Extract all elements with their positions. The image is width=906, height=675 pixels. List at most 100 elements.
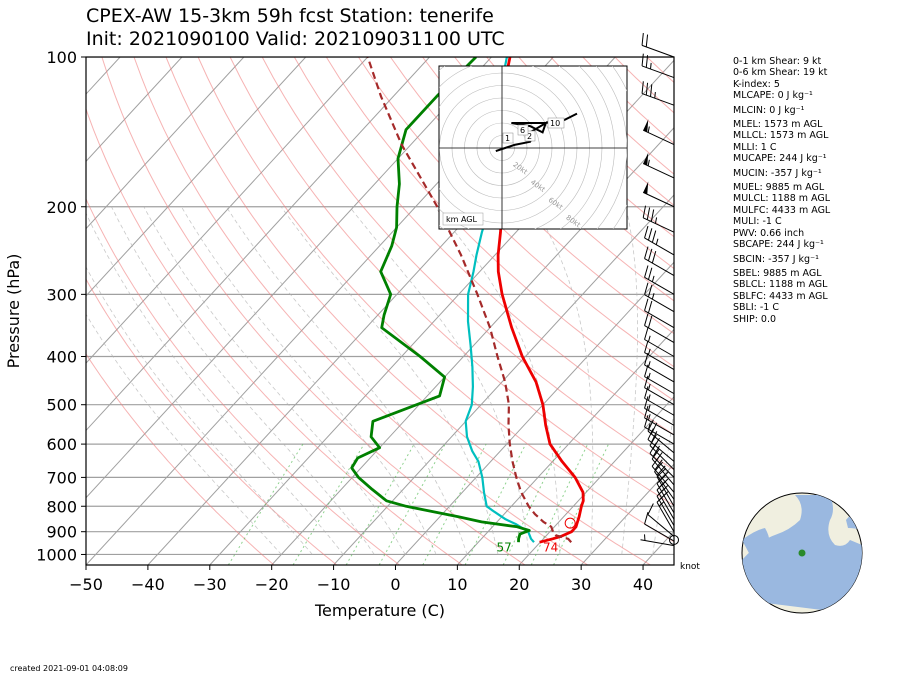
barb-shaft — [654, 471, 675, 500]
wind-barb — [644, 298, 675, 329]
dry-adiabat — [86, 353, 275, 565]
isotherm — [518, 396, 674, 565]
barb-full — [646, 207, 651, 220]
chart-title: CPEX-AW 15-3km 59h fcst Station: tenerif… — [86, 5, 494, 27]
stat-line: MULI: -1 C — [733, 216, 782, 228]
isotherm — [580, 463, 674, 565]
plot-frame — [85, 56, 675, 566]
wind-barb — [642, 119, 675, 146]
x-tick-label: −50 — [69, 575, 103, 594]
dry-adiabat — [86, 197, 400, 565]
barb-shaft — [644, 407, 675, 426]
dry-adiabat — [293, 57, 674, 436]
stat-line: MUEL: 9885 m AGL — [733, 182, 825, 194]
dry-adiabat — [165, 57, 651, 565]
moist-adiabat — [225, 206, 468, 555]
moist-adiabat — [533, 206, 594, 555]
barb-shaft — [644, 276, 675, 295]
moist-adiabat — [349, 206, 530, 555]
barb-half — [654, 91, 656, 99]
barb-full — [654, 452, 663, 463]
isotherm — [457, 328, 674, 565]
barb-shaft — [647, 514, 675, 537]
isotherm — [86, 57, 183, 163]
dry-adiabat — [454, 57, 674, 270]
barb-shaft — [651, 465, 675, 493]
isotherm — [271, 126, 674, 565]
wind-barb — [647, 503, 675, 537]
dry-adiabat — [86, 278, 338, 565]
barb-shaft — [649, 445, 675, 470]
barb-half — [651, 275, 655, 282]
barb-shaft — [641, 93, 675, 106]
barb-full — [647, 267, 653, 280]
wind-barb — [641, 81, 675, 106]
stat-line: MUCIN: -357 J kg⁻¹ — [733, 167, 822, 179]
dry-adiabat — [133, 57, 588, 565]
stat-line: SBEL: 9885 m AGL — [733, 267, 822, 279]
x-tick-label: 40 — [633, 575, 653, 594]
wind-barb — [644, 327, 675, 357]
dry-adiabat — [357, 57, 674, 368]
isotherm — [86, 57, 369, 364]
x-tick-label: −20 — [255, 575, 289, 594]
lcl-marker — [564, 517, 576, 529]
barb-shaft — [644, 397, 675, 416]
barb-shaft — [656, 495, 675, 526]
wind-barb — [642, 181, 675, 208]
barb-shaft — [641, 65, 675, 79]
barb-half — [647, 159, 650, 166]
y-tick-label: 200 — [46, 198, 77, 217]
barb-shaft — [656, 476, 675, 507]
y-tick-label: 800 — [46, 497, 77, 516]
stat-line: MLLI: 1 C — [733, 141, 777, 153]
dry-adiabat — [582, 57, 674, 145]
hodograph-height-label: 2 — [527, 132, 532, 141]
surface-annotation: 74 — [543, 540, 558, 554]
barb-half — [647, 394, 651, 401]
barb-full — [644, 327, 649, 340]
barb-full — [656, 467, 667, 478]
isotherm — [705, 57, 906, 565]
stat-line: MLCAPE: 0 J kg⁻¹ — [733, 90, 813, 102]
mixing-ratio-line — [227, 443, 304, 565]
y-tick-label: 700 — [46, 468, 77, 487]
barb-shaft — [642, 163, 675, 179]
globe-locator — [741, 492, 863, 614]
barb-half — [650, 62, 652, 70]
stat-line: SHIP: 0.0 — [733, 313, 777, 325]
barb-half — [647, 372, 651, 380]
barb-full — [644, 405, 649, 419]
barb-full — [647, 248, 653, 261]
stat-line: MLLCL: 1573 m AGL — [733, 130, 829, 142]
barb-flag — [643, 119, 649, 133]
mixing-ratio-line — [422, 443, 487, 565]
isotherm — [86, 57, 492, 499]
barb-full — [647, 228, 653, 241]
x-tick-label: 0 — [390, 575, 400, 594]
mixing-ratio-line — [530, 443, 589, 565]
wind-barb — [644, 340, 675, 371]
hodograph-height-box — [524, 130, 536, 142]
barb-full — [642, 205, 647, 218]
stat-line: SBLCL: 1188 m AGL — [733, 279, 828, 291]
stat-line: SBLI: -1 C — [733, 302, 779, 314]
isotherm — [642, 530, 674, 565]
hodograph-height-box — [502, 132, 514, 144]
stat-line: MULFC: 4433 m AGL — [733, 204, 831, 216]
wind-barb — [642, 152, 675, 179]
stat-line: K-index: 5 — [733, 78, 780, 90]
mixing-ratio-line — [292, 443, 365, 565]
barb-full — [644, 298, 649, 311]
barb-full — [651, 230, 657, 243]
dry-adiabat — [389, 57, 674, 335]
moist-adiabat — [111, 206, 375, 555]
gulf-region — [742, 528, 770, 555]
axes: 57 74 −50 −40 −30 −20 −10 0 10 20 30 40 1000 900 800 70… — [4, 48, 653, 620]
barb-full — [647, 300, 653, 314]
dry-adiabat — [646, 57, 674, 84]
wind-barb — [641, 33, 675, 58]
wind-barb — [644, 352, 675, 383]
moist-adiabat — [652, 408, 674, 555]
barb-half — [647, 126, 650, 133]
